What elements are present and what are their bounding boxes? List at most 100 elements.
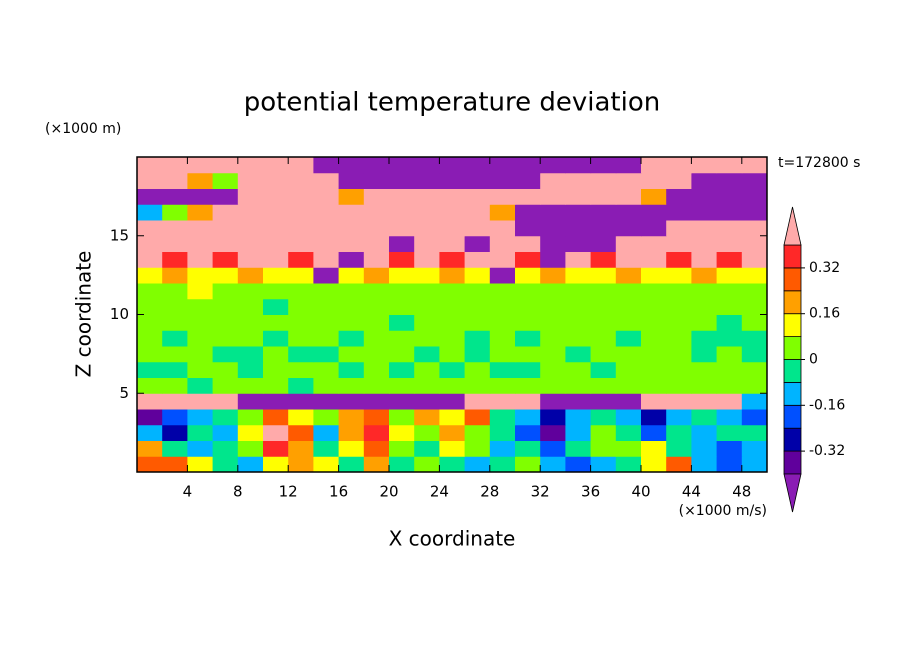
contour-cell [641, 235, 667, 252]
contour-cell [691, 314, 718, 331]
contour-cell [237, 172, 264, 189]
contour-cell [615, 361, 642, 378]
contour-cell [212, 251, 239, 268]
contour-cell [489, 283, 516, 300]
contour-cell [212, 393, 239, 410]
contour-cell [439, 346, 466, 363]
contour-cell [313, 267, 340, 284]
contour-cell [741, 440, 768, 457]
contour-cell [565, 267, 592, 284]
contour-cell [363, 204, 390, 221]
contour-cell [540, 283, 566, 300]
contour-cell [464, 377, 491, 394]
contour-cell [590, 409, 617, 426]
contour-cell [237, 314, 264, 331]
contour-cell [389, 393, 415, 410]
contour-cell [338, 314, 365, 331]
contour-cell [313, 361, 340, 378]
contour-cell [363, 440, 390, 457]
y-tick-label: 5 [119, 384, 129, 402]
contour-cell [515, 298, 541, 315]
contour-cell [363, 188, 390, 205]
contour-cell [263, 251, 289, 268]
contour-cell [641, 251, 667, 268]
contour-cell [615, 172, 642, 189]
contour-cell [615, 283, 642, 300]
contour-cell [590, 314, 617, 331]
contour-cell [313, 157, 340, 174]
colorbar-over [783, 206, 802, 246]
colorbar-tick-label: 0.32 [809, 260, 840, 276]
contour-cell [641, 188, 667, 205]
contour-cell [691, 409, 718, 426]
contour-cell [565, 409, 592, 426]
contour-cell [464, 314, 491, 331]
contour-cell [741, 314, 768, 331]
colorbar-band [783, 381, 802, 406]
contour-cell [641, 220, 667, 237]
contour-cell [237, 220, 264, 237]
contour-cell [666, 346, 692, 363]
contour-cell [414, 235, 440, 252]
contour-cell [515, 456, 541, 473]
colorbar-tick-label: 0 [809, 352, 818, 368]
contour-cell [565, 220, 592, 237]
contour-cell [439, 330, 466, 347]
contour-cell [237, 361, 264, 378]
contour-cell [590, 204, 617, 221]
contour-cell [137, 424, 163, 441]
contour-cell [288, 377, 314, 394]
contour-cell [716, 456, 743, 473]
contour-cell [162, 393, 188, 410]
contour-cell [212, 330, 239, 347]
contour-cell [338, 251, 365, 268]
contour-cell [162, 330, 188, 347]
x-tick-label: 8 [233, 483, 243, 501]
contour-cell [641, 314, 667, 331]
contour-cell [565, 440, 592, 457]
contour-cell [691, 377, 718, 394]
contour-cell [565, 204, 592, 221]
contour-cell [666, 283, 692, 300]
contour-cell [414, 393, 440, 410]
contour-cell [313, 251, 340, 268]
contour-cell [187, 251, 214, 268]
contour-cell [590, 267, 617, 284]
contour-cell [288, 424, 314, 441]
contour-cell [615, 330, 642, 347]
contour-cell [515, 235, 541, 252]
contour-cell [237, 235, 264, 252]
contour-cell [263, 220, 289, 237]
contour-cell [666, 172, 692, 189]
colorbar-band [783, 336, 802, 360]
contour-cell [666, 235, 692, 252]
contour-cell [641, 440, 667, 457]
contour-cell [641, 424, 667, 441]
contour-cell [338, 346, 365, 363]
y-axis-label: Z coordinate [72, 251, 96, 378]
contour-cell [237, 393, 264, 410]
contour-cell [540, 157, 566, 174]
contour-cell [590, 157, 617, 174]
contour-cell [666, 157, 692, 174]
contour-cell [691, 157, 718, 174]
contour-cell [666, 330, 692, 347]
x-tick-label: 24 [430, 483, 449, 501]
y-tick-label: 15 [110, 226, 129, 244]
contour-cell [313, 314, 340, 331]
contour-cell [540, 330, 566, 347]
contour-cell [691, 456, 718, 473]
contour-cell [464, 346, 491, 363]
contour-cell [187, 456, 214, 473]
contour-cell [263, 172, 289, 189]
contour-cell [162, 251, 188, 268]
contour-cell [590, 283, 617, 300]
contour-cell [162, 157, 188, 174]
contour-cell [313, 424, 340, 441]
contour-cell [212, 204, 239, 221]
contour-cell [288, 283, 314, 300]
contour-cell [389, 172, 415, 189]
contour-cell [389, 377, 415, 394]
contour-cell [691, 298, 718, 315]
